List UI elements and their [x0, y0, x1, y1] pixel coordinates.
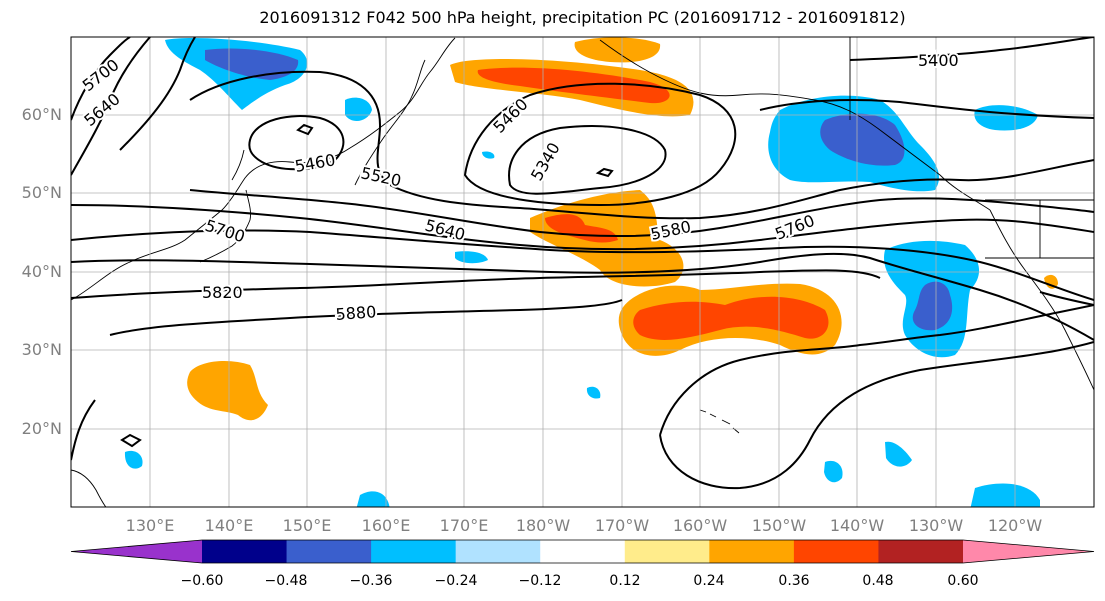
precip-positive-area: [574, 37, 661, 63]
latitude-label: 60°N: [21, 105, 62, 124]
longitude-label: 150°E: [282, 516, 332, 535]
colorbar-tick-label: −0.48: [264, 573, 308, 589]
precip-negative-area: [824, 460, 843, 483]
map-title: 2016091312 F042 500 hPa height, precipit…: [259, 8, 906, 27]
contour-5700: [71, 37, 1094, 301]
colorbar-tick-label: 0.48: [862, 573, 894, 589]
us-border: [849, 37, 1094, 259]
colorbar-tick-label: 0.12: [609, 573, 641, 589]
precipitation-shading: [124, 37, 1058, 507]
contour-5520: [189, 70, 1094, 220]
colorbar-tick-label: −0.60: [180, 573, 224, 589]
latitude-label: 40°N: [21, 262, 62, 281]
contour-5460: [463, 82, 737, 207]
contour-label: 5820: [202, 283, 243, 302]
precip-positive-core: [633, 296, 829, 340]
contour-5340: [508, 125, 667, 195]
longitude-label: 160°W: [672, 516, 728, 535]
coastlines: [71, 37, 1094, 507]
colorbar-outline: [70, 539, 1095, 564]
contour-5880: [659, 341, 1094, 490]
philippines-coastline: [71, 469, 107, 507]
contour-5760: [71, 252, 1094, 341]
map-frame: [70, 36, 1095, 508]
precip-negative-area: [482, 151, 495, 159]
latitude-label: 20°N: [21, 419, 62, 438]
contour-5460: [248, 115, 345, 171]
contour-5880: [120, 433, 142, 448]
longitude-label: 140°E: [204, 516, 254, 535]
colorbar-tick-label: −0.24: [434, 573, 478, 589]
longitude-label: 160°E: [361, 516, 411, 535]
precip-negative-core: [912, 281, 953, 331]
longitude-label: 180°W: [515, 516, 571, 535]
latitude-label: 50°N: [21, 183, 62, 202]
kamchatka-coastline: [354, 59, 426, 186]
colorbar: [70, 539, 1095, 564]
contour-5580: [119, 37, 1094, 238]
longitude-label: 170°E: [439, 516, 489, 535]
precip-negative-core: [205, 48, 299, 80]
contour-5880: [71, 299, 623, 461]
contour-label: 5400: [918, 51, 959, 70]
hawaii-islands: [699, 409, 740, 434]
contour-5640: [71, 37, 1094, 251]
precip-negative-area: [455, 251, 488, 264]
colorbar-segment: [371, 540, 457, 563]
precip-negative-area: [124, 450, 143, 469]
colorbar-extend-max: [963, 540, 1094, 563]
contour-5880: [659, 304, 1094, 436]
colorbar-tick-label: −0.36: [349, 573, 393, 589]
colorbar-segment: [286, 540, 372, 563]
japan-coastline: [199, 149, 251, 263]
longitude-label: 170°W: [594, 516, 650, 535]
longitude-label: 120°W: [987, 516, 1043, 535]
longitude-label: 140°W: [829, 516, 885, 535]
colorbar-segment: [624, 540, 710, 563]
latitude-label: 30°N: [21, 340, 62, 359]
colorbar-segment: [793, 540, 879, 563]
alaska-coastline: [599, 39, 991, 211]
longitude-label: 130°E: [125, 516, 175, 535]
colorbar-tick-label: 0.24: [693, 573, 725, 589]
contour-label: 5880: [335, 302, 377, 324]
colorbar-segment: [455, 540, 541, 563]
colorbar-segment: [878, 540, 964, 563]
contour-5400: [849, 37, 1094, 61]
colorbar-extend-min: [71, 540, 202, 563]
height-contours: [71, 37, 1094, 490]
precip-negative-core: [820, 113, 905, 166]
colorbar-segment: [540, 540, 626, 563]
contour-5820: [71, 269, 1094, 306]
longitude-label: 150°W: [751, 516, 807, 535]
precip-positive-area: [1044, 274, 1058, 289]
precip-negative-area: [356, 491, 390, 507]
colorbar-tick-label: 0.60: [947, 573, 979, 589]
colorbar-tick-label: −0.12: [518, 573, 562, 589]
precip-negative-area: [970, 483, 1040, 507]
contour-closed: [296, 123, 614, 178]
colorbar-segment: [709, 540, 795, 563]
america-coastline: [989, 209, 1094, 391]
asia-coastline: [71, 37, 456, 301]
precip-negative-area: [586, 386, 601, 399]
precip-positive-area: [187, 360, 268, 421]
longitude-label: 130°W: [908, 516, 964, 535]
colorbar-segment: [202, 540, 288, 563]
contour-5400: [759, 99, 1094, 119]
precip-negative-area: [885, 441, 912, 467]
colorbar-tick-label: 0.36: [778, 573, 810, 589]
